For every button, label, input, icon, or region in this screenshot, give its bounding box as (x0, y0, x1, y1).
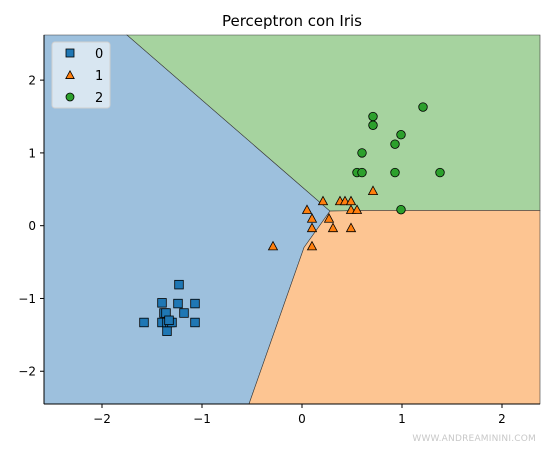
x-tick-label: −1 (193, 412, 211, 426)
data-point-class-2 (368, 120, 378, 130)
decision-regions (43, 34, 541, 405)
data-point-class-2 (390, 167, 400, 178)
data-point-class-2 (396, 204, 406, 215)
data-point-class-1 (351, 204, 363, 214)
data-point-class-2 (396, 130, 406, 140)
data-point-class-1 (267, 240, 279, 251)
legend-box (51, 41, 111, 109)
data-point-class-0 (174, 279, 184, 290)
data-point-class-0 (157, 298, 167, 308)
data-point-class-1 (301, 204, 313, 214)
data-point-class-2 (357, 167, 367, 178)
legend-marker-class-0 (65, 48, 75, 58)
data-point-class-0 (139, 317, 149, 328)
data-point-class-0 (190, 317, 200, 328)
y-tick-label: −2 (18, 365, 36, 379)
data-point-class-1 (345, 222, 357, 233)
data-point-class-1 (306, 213, 318, 223)
data-point-class-1 (317, 195, 329, 206)
data-point-class-2 (418, 102, 428, 112)
legend-label-class-2: 2 (95, 91, 103, 106)
x-tick-label: 2 (498, 412, 506, 426)
data-points (139, 102, 445, 336)
data-point-class-1 (306, 222, 318, 233)
data-point-class-1 (323, 213, 335, 223)
data-point-class-0 (179, 308, 189, 318)
data-point-class-1 (327, 222, 339, 233)
legend: 0 1 2 (51, 41, 111, 109)
axes: −2 −1 0 1 2 −2 −1 0 1 2 (18, 35, 540, 426)
data-point-class-1 (306, 240, 318, 251)
data-point-class-2 (368, 111, 378, 122)
data-point-class-1 (367, 185, 379, 195)
y-tick-label: 0 (28, 219, 36, 233)
legend-label-class-0: 0 (95, 47, 103, 62)
y-tick-label: 1 (28, 146, 36, 160)
data-point-class-2 (390, 139, 400, 149)
x-tick-label: 0 (298, 412, 306, 426)
data-point-class-0 (162, 326, 172, 336)
y-tick-label: 2 (28, 74, 36, 88)
data-point-class-0 (190, 298, 200, 309)
data-point-class-0 (164, 315, 174, 326)
x-tick-label: −2 (93, 412, 111, 426)
chart-title: Perceptron con Iris (222, 12, 362, 30)
data-point-class-2 (435, 167, 445, 178)
legend-marker-class-2 (65, 92, 75, 102)
data-point-class-0 (173, 298, 183, 309)
data-point-class-2 (357, 148, 367, 158)
legend-marker-class-1 (65, 69, 75, 79)
x-tick-label: 1 (398, 412, 406, 426)
legend-label-class-1: 1 (95, 69, 103, 84)
watermark: WWW.ANDREAMININI.COM (412, 434, 536, 444)
y-tick-label: −1 (18, 292, 36, 306)
